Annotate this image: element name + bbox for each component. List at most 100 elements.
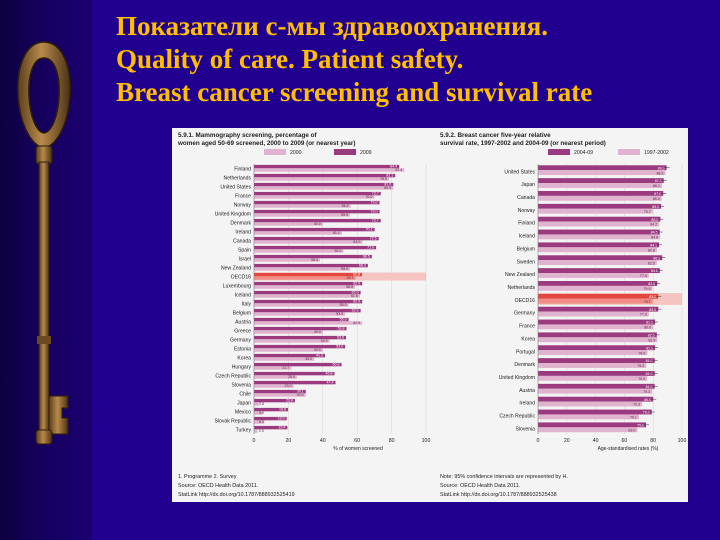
chart2-bar-2004-09-12 <box>538 319 656 325</box>
chart2-legend-label-0: 2004-09 <box>574 150 593 156</box>
chart1-bar-2009-20 <box>254 344 346 349</box>
chart1-value-2000-7: 51.1 <box>333 231 340 235</box>
chart2-title-line-2: survival rate, 1997-2002 and 2004-09 (or… <box>440 140 606 147</box>
chart1-value-2000-19: 44.0 <box>321 339 328 343</box>
chart1-bar-2009-11 <box>254 263 368 268</box>
chart1-bar-2000-13 <box>254 285 356 289</box>
chart2-bar-2004-09-13 <box>538 332 657 338</box>
chart1-value-2000-18: 40.0 <box>314 330 321 334</box>
chart1-category-label-5: United Kingdom <box>215 211 251 217</box>
chart1-category-label-14: Iceland <box>235 292 252 298</box>
chart1-value-2000-29: 2.0 <box>259 429 264 433</box>
chart2-category-label-5: Iceland <box>519 234 536 240</box>
chart1-bar-2009-12 <box>254 272 363 277</box>
chart1-bar-2000-20 <box>254 348 323 352</box>
chart2-category-label-1: Japan <box>521 182 535 188</box>
chart2-bar-2004-09-1 <box>538 178 664 184</box>
chart1-x-axis-label: % of women screened <box>333 446 383 452</box>
chart2-value-2004-09-20: 75.0 <box>637 424 644 428</box>
chart1-bar-2000-11 <box>254 267 351 271</box>
chart2-value-2004-09-9: 82.8 <box>648 282 655 286</box>
title-line-3: Breast cancer screening and survival rat… <box>116 77 593 107</box>
chart2-value-2004-09-14: 81.3 <box>646 346 653 350</box>
chart1-x-tick-5: 100 <box>422 438 431 444</box>
chart1-legend-swatch-0 <box>264 149 286 155</box>
chart1-bar-2009-8 <box>254 236 379 241</box>
chart2-value-1997-2002-10: 79.7 <box>644 300 651 304</box>
chart2-bar-1997-2002-1 <box>538 183 662 188</box>
chart2-bar-1997-2002-2 <box>538 195 662 201</box>
chart-svg: 5.9.1. Mammography screening, percentage… <box>177 132 686 498</box>
chart1-bar-2009-16 <box>254 308 361 313</box>
chart2-bar-2004-09-8 <box>538 268 660 274</box>
chart1-category-label-8: Canada <box>233 238 251 244</box>
chart2-category-label-18: Ireland <box>519 401 535 407</box>
chart1-category-label-22: Hungary <box>232 364 252 370</box>
chart1-category-label-17: Austria <box>235 319 251 325</box>
chart2-bar-1997-2002-4 <box>538 221 660 227</box>
chart1-bar-2000-16 <box>254 312 346 316</box>
chart2-value-1997-2002-9: 79.5 <box>643 287 650 291</box>
chart2-value-1997-2002-15: 75.2 <box>637 364 644 368</box>
key-icon <box>17 41 71 445</box>
chart1-bar-2009-2 <box>254 182 394 187</box>
chart1-category-label-20: Estonia <box>234 346 251 352</box>
chart2-category-label-8: New Zealand <box>505 272 535 278</box>
chart2-value-2004-09-1: 87.3 <box>655 179 662 183</box>
chart2-value-2004-09-2: 87.0 <box>654 192 661 196</box>
chart2-bar-2004-09-9 <box>538 281 658 286</box>
chart1-category-label-7: Ireland <box>235 229 251 235</box>
chart1-legend-swatch-1 <box>334 149 356 155</box>
chart2-bar-2004-09-3 <box>538 203 662 209</box>
chart1-bar-2000-27 <box>254 411 263 415</box>
chart1-value-2009-13: 62.9 <box>353 282 360 286</box>
chart1-bar-2009-15 <box>254 299 363 304</box>
chart1-value-2009-24: 47.4 <box>327 381 334 385</box>
chart2-bar-1997-2002-20 <box>538 427 638 433</box>
chart2-value-2004-09-6: 84.1 <box>650 244 657 248</box>
chart1-legend-label-1: 2009 <box>360 150 372 156</box>
chart1-x-tick-0: 0 <box>253 438 256 444</box>
chart2-category-label-12: France <box>519 324 535 330</box>
chart1-bar-2000-10 <box>254 258 320 262</box>
chart2-value-2004-09-15: 81.0 <box>646 359 653 363</box>
chart2-bar-2004-09-2 <box>538 191 664 196</box>
chart1-value-2000-25: 30.0 <box>297 393 304 397</box>
chart1-category-label-27: Mexico <box>235 409 251 415</box>
chart1-value-2000-2: 80.9 <box>384 186 391 190</box>
chart2-value-1997-2002-2: 86.0 <box>653 197 660 201</box>
chart1-value-2009-8: 72.5 <box>370 237 377 241</box>
chart1-bar-2000-19 <box>254 339 330 343</box>
chart2-bar-1997-2002-17 <box>538 388 653 394</box>
chart2-value-2004-09-4: 85.0 <box>651 218 658 222</box>
chart1-value-2000-12: 59.1 <box>347 276 354 280</box>
chart1-bar-2009-0 <box>254 164 400 169</box>
chart2-value-1997-2002-12: 80.0 <box>644 326 651 330</box>
chart1-category-label-12: OECD16 <box>231 274 252 280</box>
chart1-value-2009-9: 71.0 <box>367 246 374 250</box>
chart1-bar-2000-25 <box>254 393 306 397</box>
chart2-value-1997-2002-8: 77.0 <box>640 274 647 278</box>
chart2-value-1997-2002-20: 69.0 <box>628 428 635 432</box>
chart2-bar-2004-09-0 <box>538 165 667 171</box>
chart1-category-label-18: Greece <box>234 328 251 334</box>
chart1-legend-label-0: 2000 <box>290 150 302 156</box>
chart1-value-2009-20: 53.0 <box>336 345 343 349</box>
chart2-bar-2004-09-16 <box>538 371 655 376</box>
chart2-legend-label-1: 1997-2002 <box>644 150 669 156</box>
chart2-value-2004-09-13: 82.5 <box>648 334 655 338</box>
chart1-value-2000-3: 70.0 <box>365 195 372 199</box>
chart1-bar-2000-17 <box>254 321 363 325</box>
chart1-value-2009-1: 82.1 <box>386 174 393 178</box>
footnote-left-3: StatLink http://dx.doi.org/10.1787/88893… <box>178 492 295 498</box>
chart1-category-label-3: France <box>235 193 251 199</box>
chart1-bar-2000-15 <box>254 303 349 307</box>
chart1-category-label-0: Finland <box>234 166 251 172</box>
title-line-2: Quality of care. Patient safety. <box>116 44 464 74</box>
chart2-value-2004-09-12: 81.3 <box>646 321 653 325</box>
chart1-bar-2009-25 <box>254 389 306 394</box>
chart2-value-1997-2002-18: 72.3 <box>633 403 640 407</box>
chart1-value-2009-15: 62.9 <box>353 300 360 304</box>
chart1-value-2009-23: 46.8 <box>325 372 332 376</box>
chart2-bar-1997-2002-6 <box>538 247 657 253</box>
